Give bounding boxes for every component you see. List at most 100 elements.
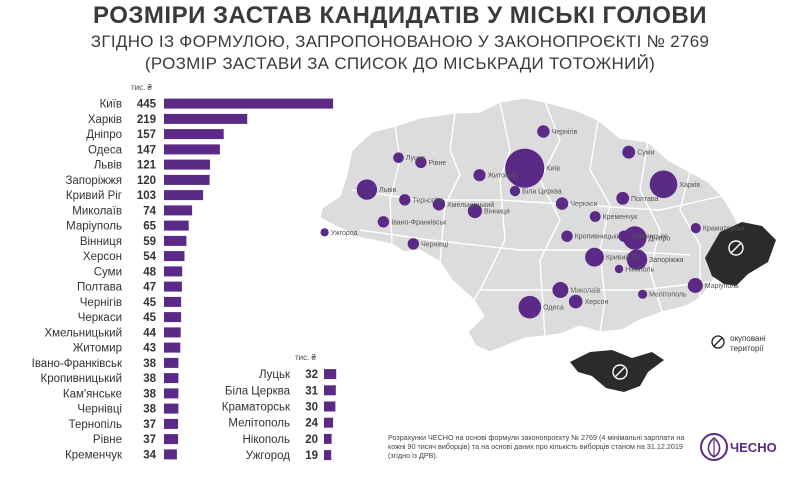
map-city-bubble [518, 295, 542, 319]
map-city-label: Краматорськ [703, 226, 745, 233]
bar-category-label: Рівне [93, 434, 122, 446]
oblast-border [389, 125, 401, 245]
map-city-label: Харків [679, 181, 700, 189]
footnote: Розрахунки ЧЕСНО на основі формули закон… [388, 433, 685, 460]
bar-value-label: 59 [143, 236, 156, 248]
bar-value-label: 32 [305, 369, 318, 381]
bar-value-label: 30 [305, 402, 318, 414]
map-city-label: Львів [379, 186, 397, 194]
bar [324, 417, 334, 428]
map-city-label: Кам'янське [632, 234, 668, 241]
bar [164, 281, 182, 292]
bar [164, 235, 187, 246]
logo-text: ЧЕСНО [730, 440, 777, 455]
map-city-label: Рівне [429, 159, 447, 167]
bar-value-label: 121 [137, 160, 157, 172]
bar [164, 266, 183, 277]
bar-category-label: Ужгород [246, 450, 290, 462]
bar-category-label: Київ [100, 99, 122, 111]
oblast-border [359, 229, 691, 256]
bar [164, 174, 210, 185]
bar-category-label: Маріуполь [66, 221, 122, 233]
map-city-label: Кременчук [603, 214, 639, 221]
map-city-label: Чернівці [421, 240, 449, 248]
map-city-label: Луцьк [406, 155, 426, 162]
bar-category-label: Кам'янське [63, 388, 122, 400]
bar-category-label: Запоріжжя [65, 175, 122, 187]
map-city-label: Кривий Ріг [606, 254, 641, 262]
bar [164, 144, 220, 155]
map-city-bubble [561, 230, 573, 242]
map-city-label: Полтава [631, 196, 659, 203]
occupied-donbas-icon [728, 240, 744, 256]
bar-value-label: 157 [137, 129, 156, 141]
page-subtitle-2: (РОЗМІР ЗАСТАВИ ЗА СПИСОК ДО МІСЬКРАДИ Т… [144, 54, 656, 73]
map-city-label: Тернопіль [413, 196, 446, 204]
bar-value-label: 103 [137, 190, 156, 202]
bar-value-label: 147 [137, 144, 156, 156]
bar [324, 450, 332, 461]
map-city-bubble [467, 203, 482, 219]
bar-value-label: 37 [143, 434, 156, 446]
oblast-border [639, 141, 663, 313]
bar-value-label: 38 [143, 358, 156, 370]
map-city-bubble [399, 194, 411, 206]
map-city-bubble [614, 264, 624, 274]
oblast-border [589, 119, 611, 333]
map-city-bubble [432, 198, 446, 211]
bar-value-label: 19 [305, 450, 318, 462]
map-city-label: Миколаїв [570, 288, 601, 295]
map-city-bubble [415, 156, 427, 168]
bar [164, 449, 177, 460]
garlic-icon [700, 433, 728, 461]
map-city-bubble [626, 249, 648, 270]
unit-label-right: тис. ₴ [295, 353, 317, 362]
map-city-label: Суми [637, 150, 654, 157]
bar [164, 98, 334, 109]
oblast-border [480, 281, 711, 291]
legend-occupied-label-line2: території [730, 344, 764, 353]
bar [164, 296, 182, 307]
bar-category-label: Кропивницький [41, 373, 122, 385]
map-city-bubble [589, 211, 601, 222]
bar-category-label: Краматорськ [222, 402, 291, 414]
bar [164, 327, 181, 338]
bar-value-label: 65 [143, 221, 156, 233]
bar-value-label: 38 [143, 404, 156, 416]
bar-value-label: 120 [137, 175, 156, 187]
oblast-border [679, 171, 701, 298]
legend-occupied-icon [711, 335, 725, 349]
legend-occupied-label: окуповані [730, 334, 766, 343]
bar [324, 401, 336, 412]
map-city-bubble [377, 216, 390, 228]
map-city-label: Мелітополь [649, 291, 687, 299]
bar-value-label: 38 [143, 388, 156, 400]
occupied-crimea-icon-slash [614, 366, 626, 378]
unit-label-left: тис. ₴ [131, 83, 153, 92]
bar-value-label: 31 [305, 385, 318, 397]
map-city-label: Хмельницький [447, 201, 494, 209]
bar [164, 113, 248, 124]
bar-value-label: 445 [137, 99, 157, 111]
bar-value-label: 47 [143, 282, 156, 294]
bar-value-label: 38 [143, 373, 156, 385]
bar-value-label: 45 [143, 297, 156, 309]
occupied-crimea-shape [570, 350, 664, 392]
bar [164, 251, 185, 262]
bar-value-label: 74 [143, 205, 156, 217]
bar-category-label: Чернівці [77, 404, 122, 416]
bar-category-label: Полтава [77, 282, 123, 294]
bar-category-label: Кременчук [65, 449, 123, 461]
map-city-bubble [356, 179, 378, 200]
bar-value-label: 54 [143, 251, 156, 263]
bar-value-label: 37 [143, 419, 156, 431]
map-city-bubble [473, 169, 486, 182]
bar-category-label: Суми [94, 266, 122, 278]
bar-category-label: Мелітополь [228, 418, 290, 430]
map-city-label: Біла Церква [522, 188, 562, 196]
map-city-label: Київ [546, 166, 560, 173]
bar [164, 205, 193, 216]
bar-category-label: Дніпро [86, 129, 122, 141]
bar [324, 385, 336, 396]
